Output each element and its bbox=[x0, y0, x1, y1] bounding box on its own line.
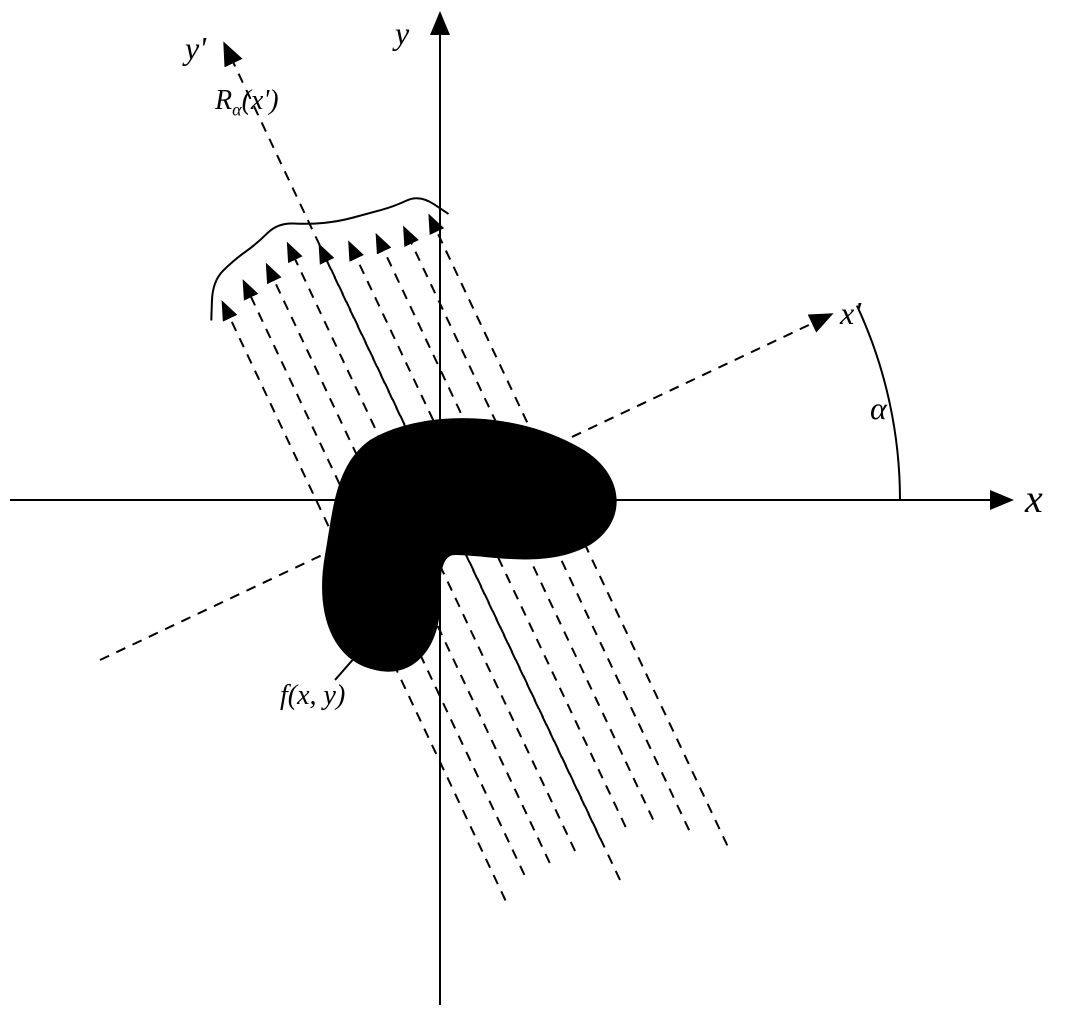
projection-curve bbox=[211, 198, 448, 320]
projection-arg: (x') bbox=[242, 85, 279, 116]
alpha-label: α bbox=[870, 390, 887, 427]
blob-shape bbox=[322, 418, 617, 672]
x-prime-axis-label: x' bbox=[840, 295, 861, 332]
blob-label: f(x, y) bbox=[280, 680, 345, 712]
projection-R: R bbox=[215, 85, 232, 116]
y-axis-label: y bbox=[395, 15, 409, 52]
y-prime-axis-label: y' bbox=[185, 30, 206, 67]
x-axis-label: x bbox=[1025, 475, 1043, 522]
radon-transform-diagram bbox=[0, 0, 1075, 1035]
projection-label: Rα(x') bbox=[215, 85, 279, 121]
projection-sub: α bbox=[232, 100, 241, 120]
